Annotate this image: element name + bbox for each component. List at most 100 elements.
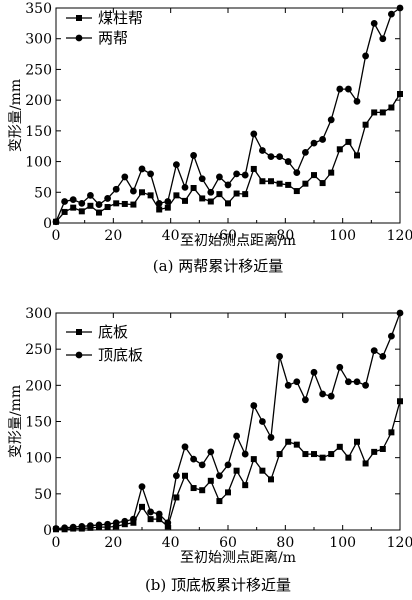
data-point <box>173 192 180 199</box>
data-point <box>199 195 206 202</box>
x-tick-label: 40 <box>162 535 180 551</box>
x-tick-label: 80 <box>276 535 294 551</box>
data-point <box>362 460 369 467</box>
x-tick-label: 120 <box>387 228 412 244</box>
data-point <box>113 523 120 530</box>
data-point <box>181 183 189 191</box>
data-point <box>173 472 180 480</box>
data-point <box>345 85 352 93</box>
x-tick-label: 120 <box>387 535 412 551</box>
data-point <box>353 97 361 105</box>
data-point <box>311 451 317 458</box>
data-point <box>52 218 60 226</box>
y-axis-label: 变形量/mm <box>8 385 24 458</box>
data-point <box>130 187 137 195</box>
x-axis-label: 至初始测点距离/m <box>180 232 296 249</box>
data-point <box>328 451 335 458</box>
y-tick-label: 250 <box>25 62 52 78</box>
x-tick-label: 0 <box>52 228 61 244</box>
data-point <box>259 467 266 474</box>
data-point <box>267 434 275 441</box>
data-point <box>198 175 206 183</box>
x-tick-label: 60 <box>219 535 237 551</box>
y-tick-label: 50 <box>34 185 52 201</box>
data-point <box>52 525 60 532</box>
data-point <box>276 180 283 187</box>
data-point <box>388 429 395 436</box>
data-point <box>190 184 197 191</box>
data-point <box>285 181 292 188</box>
data-point <box>242 482 249 489</box>
data-point <box>69 523 77 531</box>
data-point <box>139 189 145 196</box>
data-point <box>225 200 231 207</box>
y-tick-label: 300 <box>25 306 52 322</box>
y-axis-label: 变形量/mm <box>8 79 24 152</box>
data-point <box>198 461 206 469</box>
legend-label: 煤柱帮 <box>98 9 143 27</box>
y-tick-label: 50 <box>34 487 52 503</box>
data-point <box>69 196 77 204</box>
data-point <box>396 309 404 317</box>
data-point <box>379 109 386 116</box>
data-point <box>336 363 344 371</box>
data-point <box>345 378 352 386</box>
data-point <box>276 153 283 161</box>
data-point <box>311 172 317 179</box>
data-point <box>121 200 128 207</box>
data-point <box>147 170 155 178</box>
data-point <box>259 418 266 425</box>
data-point <box>155 510 163 518</box>
data-point <box>147 508 155 516</box>
series-square <box>53 91 403 225</box>
data-point <box>259 147 266 154</box>
data-point <box>138 165 146 173</box>
data-point <box>61 208 68 215</box>
panel-a: 0 20 40 60 80 100 120 0 50 100 150 200 250 300 350 至初始测… <box>8 1 412 275</box>
data-point <box>302 451 309 458</box>
data-point <box>96 209 102 216</box>
panel-b: 0 20 40 60 80 100 120 0 50 100 150 200 250 300 至初始测点距离… <box>8 306 412 594</box>
y-tick-label: 250 <box>25 342 52 358</box>
data-point <box>216 173 223 181</box>
data-point <box>164 523 171 530</box>
y-tick-label: 200 <box>25 378 52 394</box>
data-point <box>190 152 198 159</box>
data-point <box>138 483 146 490</box>
data-point <box>156 516 163 523</box>
y-tick-label: 350 <box>25 1 52 17</box>
panel-caption: (b) 顶底板累计移近量 <box>145 576 291 594</box>
data-point <box>276 451 283 458</box>
data-point <box>319 180 326 187</box>
legend-marker <box>76 329 82 335</box>
data-point <box>267 153 275 161</box>
data-point <box>112 185 120 193</box>
data-point <box>293 378 301 386</box>
data-point <box>388 104 395 111</box>
data-point <box>379 445 386 452</box>
data-point <box>371 448 378 455</box>
data-point <box>370 347 378 355</box>
data-point <box>285 438 292 445</box>
data-point <box>242 191 249 198</box>
data-point <box>379 35 387 43</box>
y-tick-label: 150 <box>25 415 52 431</box>
data-point <box>379 353 387 360</box>
data-point <box>396 4 404 12</box>
data-point <box>224 461 232 469</box>
data-point <box>182 197 188 204</box>
y-tick-label: 200 <box>25 93 52 109</box>
data-point <box>327 116 335 124</box>
data-point <box>113 200 120 207</box>
data-point <box>293 441 300 448</box>
x-tick-label: 20 <box>104 535 122 551</box>
legend-label: 顶底板 <box>98 346 143 364</box>
series-circle <box>52 4 404 226</box>
data-point <box>371 109 378 116</box>
data-point <box>362 121 369 128</box>
data-point <box>190 455 198 463</box>
data-point <box>87 522 94 530</box>
data-point <box>354 438 360 445</box>
data-point <box>182 472 188 479</box>
series-circle <box>52 309 404 532</box>
